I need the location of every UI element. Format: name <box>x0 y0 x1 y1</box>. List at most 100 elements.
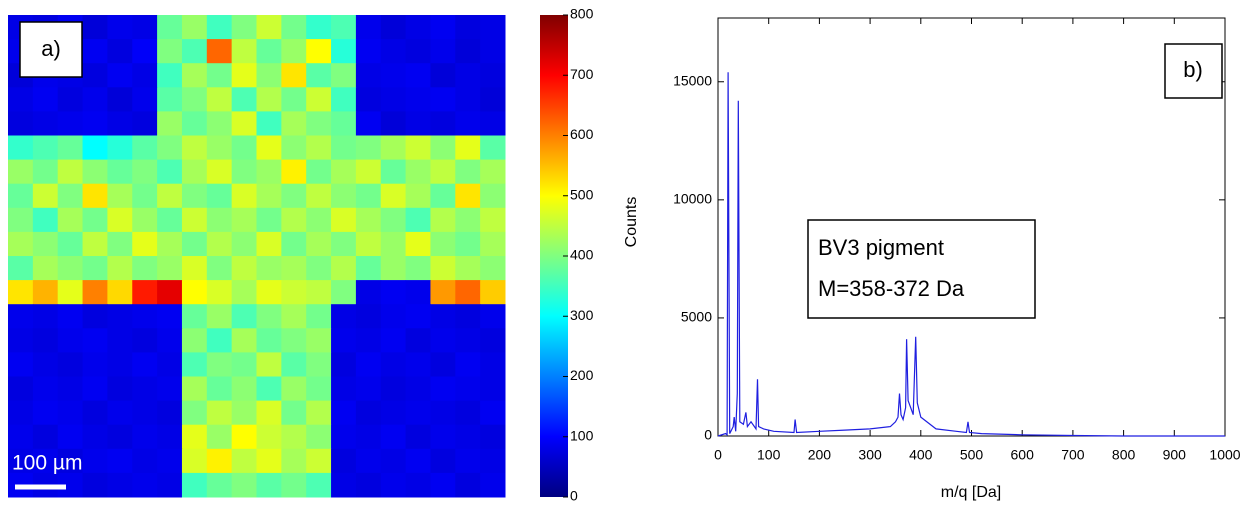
heat-cell <box>157 15 183 40</box>
heat-cell <box>82 159 108 185</box>
heat-cell <box>107 400 133 426</box>
heat-cell <box>480 448 506 474</box>
heat-cell <box>281 207 307 233</box>
heat-cell <box>405 472 431 498</box>
heat-cell <box>455 111 481 136</box>
heat-cell <box>181 87 208 112</box>
heat-cell <box>405 87 431 112</box>
x-tick-label: 300 <box>858 447 882 463</box>
heat-cell <box>430 448 456 474</box>
heat-cell <box>380 376 407 402</box>
heat-cell <box>480 400 506 426</box>
heat-cell <box>181 256 208 281</box>
heat-cell <box>380 135 407 161</box>
heat-cell <box>430 352 456 377</box>
heat-cell <box>480 63 506 88</box>
panel-label: b) <box>1183 57 1203 82</box>
heat-cell <box>32 135 59 161</box>
heat-cell <box>281 328 307 353</box>
heat-cell <box>157 135 183 161</box>
heat-cell <box>157 39 183 64</box>
heat-cell <box>82 256 108 281</box>
heat-cell <box>231 231 257 257</box>
heat-cell <box>331 304 357 329</box>
heat-cell <box>355 280 382 305</box>
heat-cell <box>380 231 407 257</box>
heat-cell <box>331 424 357 450</box>
heat-cell <box>157 280 183 305</box>
heat-cell <box>256 15 282 40</box>
y-tick-label: 5000 <box>681 309 712 325</box>
heat-cell <box>181 376 208 402</box>
heat-cell <box>455 424 481 450</box>
heat-cell <box>82 376 108 402</box>
heat-cell <box>355 231 382 257</box>
heat-cell <box>132 207 158 233</box>
heat-cell <box>157 352 183 377</box>
heat-cell <box>82 15 108 40</box>
heat-cell <box>256 352 282 377</box>
heat-cell <box>157 328 183 353</box>
heat-cell <box>306 424 332 450</box>
heat-cell <box>57 376 84 402</box>
heat-cell <box>32 207 59 233</box>
colorbar-tick-label: 300 <box>570 307 594 323</box>
heat-cell <box>157 183 183 209</box>
heat-cell <box>430 400 456 426</box>
heat-cell <box>355 135 382 161</box>
heat-cell <box>455 328 481 353</box>
x-tick-label: 500 <box>960 447 984 463</box>
heat-cell <box>231 183 257 209</box>
heat-cell <box>480 231 506 257</box>
heat-cell <box>32 400 59 426</box>
heat-cell <box>331 280 357 305</box>
heat-cell <box>281 183 307 209</box>
heat-cell <box>181 135 208 161</box>
heat-cell <box>231 280 257 305</box>
heat-cell <box>8 400 34 426</box>
heat-cell <box>132 352 158 377</box>
heat-cell <box>82 328 108 353</box>
heat-cell <box>480 39 506 64</box>
heat-cell <box>107 472 133 498</box>
heat-cell <box>107 256 133 281</box>
heat-cell <box>455 207 481 233</box>
heatmap <box>8 15 506 498</box>
heat-cell <box>405 231 431 257</box>
heat-cell <box>206 280 233 305</box>
heat-cell <box>57 280 84 305</box>
heat-cell <box>331 87 357 112</box>
heat-cell <box>8 159 34 185</box>
heat-cell <box>57 400 84 426</box>
heat-cell <box>32 231 59 257</box>
heat-cell <box>231 448 257 474</box>
heat-cell <box>430 111 456 136</box>
heat-cell <box>256 328 282 353</box>
heat-cell <box>430 183 456 209</box>
heat-cell <box>132 63 158 88</box>
heat-cell <box>430 376 456 402</box>
heat-cell <box>231 15 257 40</box>
heat-cell <box>132 183 158 209</box>
heat-cell <box>281 352 307 377</box>
heat-cell <box>157 159 183 185</box>
heat-cell <box>380 472 407 498</box>
heat-cell <box>405 207 431 233</box>
heat-cell <box>256 304 282 329</box>
heat-cell <box>405 256 431 281</box>
heat-cell <box>430 15 456 40</box>
heat-cell <box>281 87 307 112</box>
heat-cell <box>306 231 332 257</box>
heat-cell <box>256 400 282 426</box>
heat-cell <box>206 39 233 64</box>
heat-cell <box>181 280 208 305</box>
heat-cell <box>405 63 431 88</box>
heat-cell <box>281 63 307 88</box>
heat-cell <box>355 207 382 233</box>
heat-cell <box>256 39 282 64</box>
heat-cell <box>380 400 407 426</box>
heat-cell <box>306 328 332 353</box>
x-tick-label: 600 <box>1011 447 1035 463</box>
heat-cell <box>256 280 282 305</box>
heat-cell <box>57 207 84 233</box>
